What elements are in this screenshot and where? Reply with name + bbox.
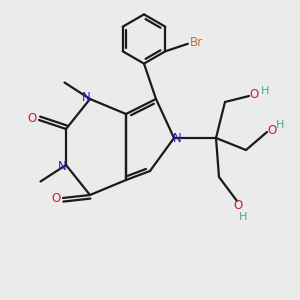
Text: O: O — [267, 124, 276, 137]
Text: Br: Br — [190, 36, 203, 49]
Text: O: O — [249, 88, 258, 101]
Text: N: N — [82, 91, 91, 104]
Text: O: O — [234, 199, 243, 212]
Text: O: O — [52, 191, 61, 205]
Text: N: N — [173, 131, 182, 145]
Text: O: O — [28, 112, 37, 125]
Text: N: N — [58, 160, 67, 173]
Text: H: H — [239, 212, 247, 223]
Text: H: H — [261, 85, 270, 96]
Text: H: H — [276, 119, 285, 130]
